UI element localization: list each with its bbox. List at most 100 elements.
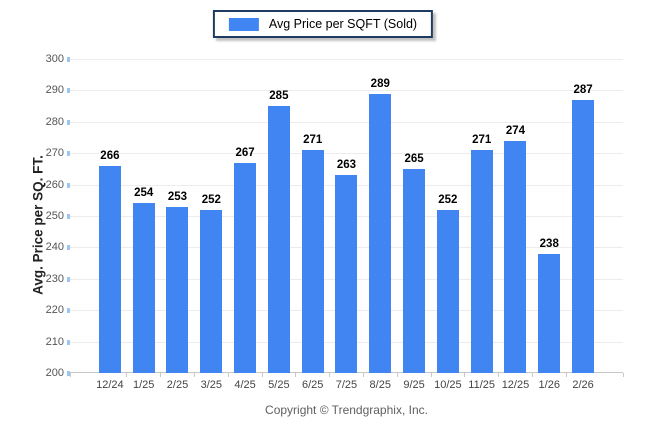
bar-slot: 274 12/25 — [499, 59, 533, 391]
bar-value-label: 287 — [573, 83, 593, 96]
y-axis-tick — [67, 88, 70, 94]
x-axis-tick — [622, 373, 624, 377]
bar-12/25 — [504, 140, 527, 373]
bar-10/25 — [436, 209, 459, 373]
legend-label: Avg Price per SQFT (Sold) — [268, 17, 418, 31]
bar-value-label: 266 — [100, 149, 120, 162]
bar-value-label: 274 — [505, 124, 526, 137]
x-axis-tick-label: 10/25 — [434, 379, 462, 391]
y-axis-tick — [67, 276, 70, 282]
bar-slot: 271 6/25 — [296, 59, 330, 391]
x-axis-tick-label: 6/25 — [301, 379, 324, 391]
bar-5/25 — [267, 106, 290, 373]
bar-6/25 — [301, 150, 324, 373]
bar-2/26 — [572, 99, 595, 373]
x-axis-tick — [396, 373, 398, 377]
x-axis-tick — [565, 373, 567, 377]
bar-7/25 — [335, 175, 358, 373]
x-axis-tick — [126, 373, 128, 377]
bar-slot: 287 2/26 — [566, 59, 600, 391]
y-axis-tick-label: 290 — [45, 84, 64, 97]
bar-slot: 252 10/25 — [431, 59, 465, 391]
bar-value-label: 263 — [336, 159, 357, 172]
x-axis-tick — [69, 373, 71, 377]
bar-value-label: 252 — [438, 193, 458, 206]
y-axis-tick-label: 240 — [45, 241, 64, 254]
bar-value-label: 285 — [269, 90, 289, 103]
bar-slot: 253 2/25 — [161, 59, 195, 391]
bar-value-label: 271 — [472, 134, 492, 147]
bar-value-label: 267 — [235, 146, 255, 159]
x-axis-tick-label: 3/25 — [200, 379, 222, 391]
x-axis-tick-label: 2/26 — [572, 379, 594, 391]
x-axis-tick — [295, 373, 297, 377]
bar-slot: 266 12/24 — [93, 59, 127, 391]
bar-slot: 285 5/25 — [262, 59, 296, 391]
bar-value-label: 238 — [539, 237, 559, 250]
y-axis-tick — [67, 245, 70, 251]
x-axis-tick — [362, 373, 364, 377]
y-axis-tick — [67, 339, 70, 345]
y-axis-labels: 200 210 220 230 240 250 260 270 280 290 300 — [0, 53, 64, 379]
bar-slot: 254 1/25 — [127, 59, 161, 391]
bar-slot: 265 9/25 — [397, 59, 431, 391]
y-axis-tick-label: 260 — [45, 178, 64, 191]
y-axis-tick — [67, 119, 70, 125]
plot-area: 266 12/24 254 1/25 253 2/25 252 3/25 267 4/25 285 5… — [67, 57, 624, 391]
bar-1/25 — [132, 203, 155, 373]
y-axis-tick-label: 280 — [45, 115, 64, 128]
y-axis-tick — [67, 214, 70, 219]
y-axis-tick — [67, 308, 70, 314]
x-axis-tick-label: 8/25 — [369, 379, 391, 391]
y-axis-tick — [67, 371, 70, 376]
bar-slot: 238 1/26 — [532, 59, 566, 391]
y-axis-tick-label: 200 — [45, 367, 64, 379]
bar-slot: 289 8/25 — [363, 59, 397, 391]
bars-container: 266 12/24 254 1/25 253 2/25 252 3/25 267 4/25 285 5… — [70, 59, 623, 391]
x-axis-tick — [531, 373, 533, 377]
bar-12/24 — [98, 165, 121, 373]
x-axis-tick — [329, 373, 331, 377]
x-axis-tick — [193, 373, 195, 377]
x-axis-tick — [160, 373, 162, 377]
bar-slot: 252 3/25 — [194, 59, 228, 391]
x-axis-tick — [227, 373, 229, 377]
x-axis-tick-label: 2/25 — [166, 379, 189, 391]
y-axis-tick — [67, 151, 70, 157]
gridline — [70, 153, 623, 155]
bar-value-label: 265 — [404, 152, 424, 165]
copyright-text: Copyright © Trendgraphix, Inc. — [265, 403, 428, 417]
x-axis-tick — [261, 373, 263, 377]
bar-2/25 — [166, 206, 189, 373]
gridline — [70, 121, 623, 123]
x-axis-tick-label: 4/25 — [234, 379, 256, 391]
bar-slot: 263 7/25 — [330, 59, 364, 391]
y-axis-tick — [67, 57, 70, 62]
x-axis-tick-label: 7/25 — [335, 379, 358, 391]
bar-4/25 — [234, 162, 257, 373]
x-axis-tick-label: 12/25 — [501, 379, 530, 391]
gridline — [70, 59, 623, 60]
bar-8/25 — [369, 93, 392, 373]
bar-value-label: 271 — [303, 134, 323, 147]
y-axis-tick-label: 270 — [45, 147, 64, 160]
bar-1/26 — [538, 253, 561, 373]
bar-value-label: 254 — [134, 187, 154, 200]
x-axis-tick — [430, 373, 432, 377]
x-axis-tick-label: 12/24 — [96, 379, 124, 391]
y-axis-tick-label: 300 — [45, 53, 64, 65]
bar-value-label: 252 — [201, 193, 221, 206]
x-axis-tick-label: 11/25 — [468, 379, 496, 391]
legend: Avg Price per SQFT (Sold) — [212, 10, 434, 38]
y-axis-tick-label: 220 — [45, 304, 64, 317]
y-axis-tick-label: 210 — [45, 335, 64, 348]
bar-slot: 267 4/25 — [228, 59, 262, 391]
bar-value-label: 289 — [370, 77, 390, 90]
x-axis-tick — [464, 373, 466, 377]
x-axis-tick-label: 1/25 — [132, 379, 155, 391]
gridline — [70, 90, 623, 92]
y-axis-tick-label: 230 — [45, 272, 64, 285]
x-axis-tick — [498, 373, 500, 377]
bar-3/25 — [200, 209, 223, 373]
